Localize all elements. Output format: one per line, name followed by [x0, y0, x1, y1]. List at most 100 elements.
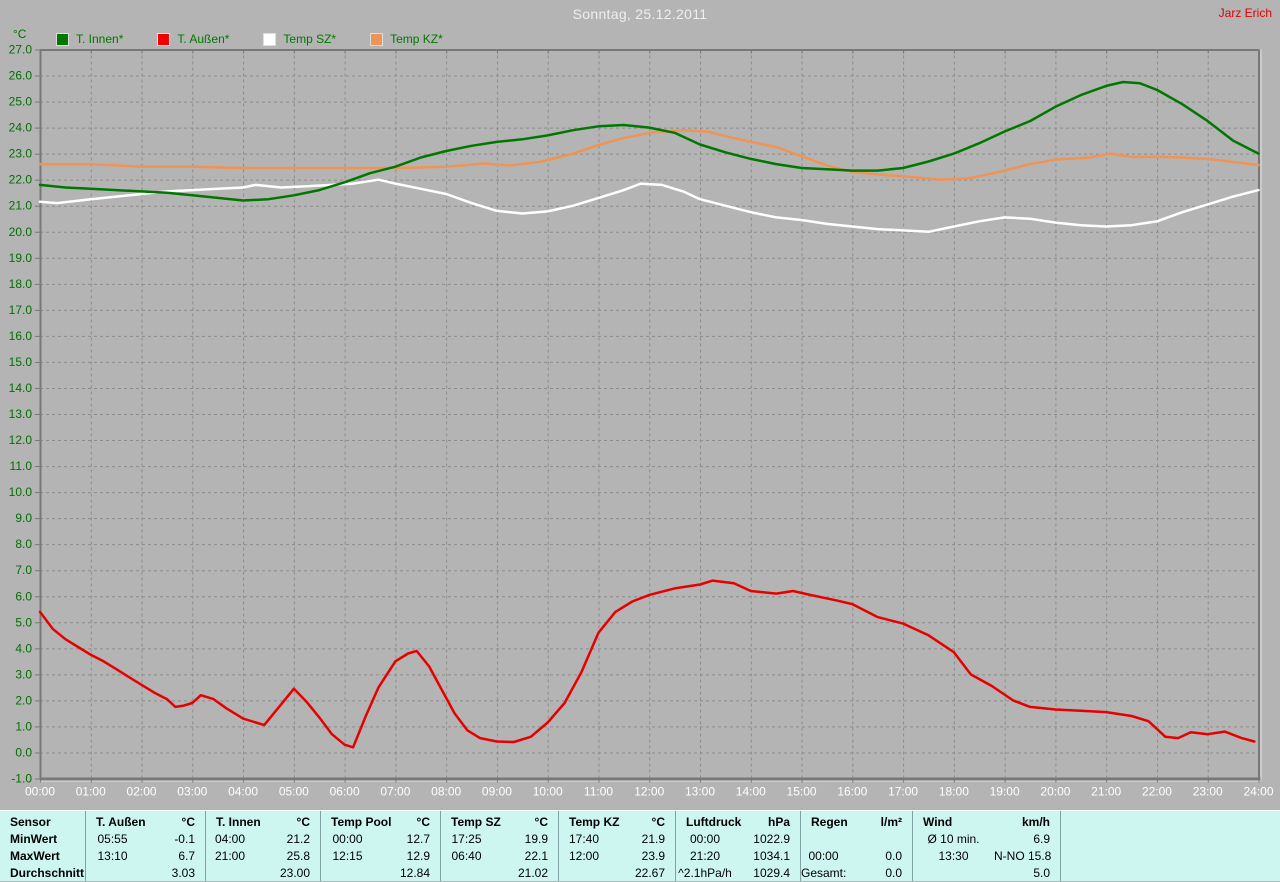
legend-label: T. Außen* [177, 32, 230, 46]
max-value: N-NO 15.8 [994, 849, 1052, 863]
legend-item-t-innen: T. Innen* [56, 32, 123, 46]
stats-row-label: Sensor [10, 815, 51, 829]
y-axis-label: 20.0 [9, 225, 33, 239]
y-axis-unit-label: °C [13, 27, 27, 41]
title-bar: Sonntag, 25.12.2011 Jarz Erich [0, 0, 1280, 26]
stats-max-row: 13:10 6.7 [86, 848, 205, 865]
stats-max-row: 12:00 23.9 [559, 848, 675, 865]
stats-max-row: 06:40 22.1 [441, 848, 558, 865]
stats-avg-row: 23.00 [206, 865, 320, 882]
x-axis-label: 18:00 [939, 785, 969, 799]
max-value: 22.1 [524, 849, 548, 863]
y-axis-label: 3.0 [15, 667, 32, 681]
x-axis-label: 07:00 [380, 785, 410, 799]
max-value: 0.0 [885, 849, 902, 863]
min-time: 00:00 [332, 832, 363, 846]
y-axis-label: 18.0 [9, 277, 33, 291]
y-axis-label: 9.0 [15, 511, 32, 525]
sensor-name: T. Außen [96, 815, 146, 829]
stats-column-header: Temp SZ °C [441, 814, 558, 831]
y-axis-label: 12.0 [9, 433, 33, 447]
max-time: 12:15 [332, 849, 363, 863]
stats-column-t-innen: T. Innen °C 04:00 21.2 21:00 25.8 23.00 [205, 811, 320, 881]
stats-column-header: Wind km/h [913, 814, 1060, 831]
sensor-unit: km/h [1021, 815, 1050, 829]
y-axis-label: 16.0 [9, 329, 33, 343]
avg-time [559, 865, 609, 882]
y-axis-label: -1.0 [11, 772, 32, 786]
y-axis-label: 8.0 [15, 537, 32, 551]
stats-min-row: Ø 10 min. 6.9 [913, 831, 1060, 848]
avg-time [441, 865, 492, 882]
avg-value: 0.0 [885, 866, 902, 880]
stats-avg-row: 21.02 [441, 865, 558, 882]
max-time: 21:20 [689, 849, 721, 863]
min-time: 00:00 [689, 832, 721, 846]
chart-legend: T. Innen* T. Außen* Temp SZ* Temp KZ* [56, 30, 443, 48]
max-time: 21:00 [214, 849, 246, 863]
y-axis-label: 21.0 [9, 199, 33, 213]
sensor-name: Temp SZ [451, 815, 501, 829]
x-axis-label: 16:00 [837, 785, 867, 799]
stats-max-row: 21:20 1034.1 [676, 848, 800, 865]
min-value: 19.9 [524, 832, 548, 846]
min-value: 21.9 [641, 832, 665, 846]
x-axis-label: 20:00 [1040, 785, 1070, 799]
min-value: -0.1 [174, 832, 195, 846]
min-time: 05:55 [97, 832, 128, 846]
x-axis-label: 10:00 [533, 785, 563, 799]
stats-avg-row: ^2.1hPa/h 1029.4 [676, 865, 800, 882]
legend-swatch-icon [370, 32, 384, 46]
avg-time: Gesamt: [801, 866, 846, 880]
stats-column-regen: Regen l/m² 00:00 0.0 Gesamt: 0.0 [800, 811, 912, 881]
sensor-unit: °C [534, 815, 548, 829]
stats-row-label: MinWert [10, 832, 58, 846]
legend-swatch-icon [263, 32, 277, 46]
y-axis-label: 14.0 [9, 381, 33, 395]
stats-min-row: 04:00 21.2 [206, 831, 320, 848]
y-axis-label: 24.0 [9, 121, 33, 135]
min-time: 04:00 [214, 832, 246, 846]
stats-column-luftdruck: Luftdruck hPa 00:00 1022.9 21:20 1034.1 ^2.1hP… [675, 811, 800, 881]
avg-time: ^2.1hPa/h [678, 866, 732, 880]
x-axis-label: 00:00 [25, 785, 55, 799]
x-axis-label: 09:00 [482, 785, 512, 799]
avg-value: 22.67 [634, 866, 665, 880]
stats-min-row: 17:40 21.9 [559, 831, 675, 848]
sensor-unit: hPa [767, 815, 790, 829]
stats-max-row: 12:15 12.9 [321, 848, 440, 865]
y-axis-label: 23.0 [9, 147, 33, 161]
x-axis-label: 05:00 [279, 785, 309, 799]
x-axis-label: 19:00 [990, 785, 1020, 799]
stats-avg-row: 5.0 [913, 865, 1060, 882]
x-axis-label: 24:00 [1243, 785, 1273, 799]
stats-table-filler [1060, 811, 1280, 881]
x-axis-label: 12:00 [634, 785, 664, 799]
y-axis-label: 10.0 [9, 485, 33, 499]
legend-label: T. Innen* [76, 32, 124, 46]
stats-avg-row: Gesamt: 0.0 [801, 865, 912, 882]
legend-swatch-icon [56, 32, 69, 46]
sensor-unit: °C [416, 815, 430, 829]
stats-avg-row: 22.67 [559, 865, 675, 882]
sensor-name: Regen [811, 815, 848, 829]
y-axis-label: 27.0 [9, 43, 33, 57]
max-time: 13:30 [938, 849, 969, 863]
stats-avg-row: 12.84 [321, 865, 440, 882]
page-title: Sonntag, 25.12.2011 [572, 6, 708, 22]
y-axis-label: 1.0 [15, 719, 32, 733]
stats-max-row: 00:00 0.0 [801, 848, 912, 865]
series-line-t-innen [38, 80, 1260, 202]
max-time: 12:00 [568, 849, 600, 863]
avg-value: 5.0 [1033, 866, 1050, 880]
x-axis-label: 02:00 [127, 785, 157, 799]
series-line-temp-sz [38, 178, 1260, 234]
x-axis-label: 21:00 [1091, 785, 1121, 799]
stats-column-temp-kz: Temp KZ °C 17:40 21.9 12:00 23.9 22.67 [558, 811, 675, 881]
legend-item-temp-sz: Temp SZ* [263, 32, 336, 46]
user-name: Jarz Erich [1218, 6, 1272, 20]
series-line-t-au-en [38, 579, 1256, 749]
max-value: 1034.1 [753, 849, 790, 863]
stats-min-row: 17:25 19.9 [441, 831, 558, 848]
